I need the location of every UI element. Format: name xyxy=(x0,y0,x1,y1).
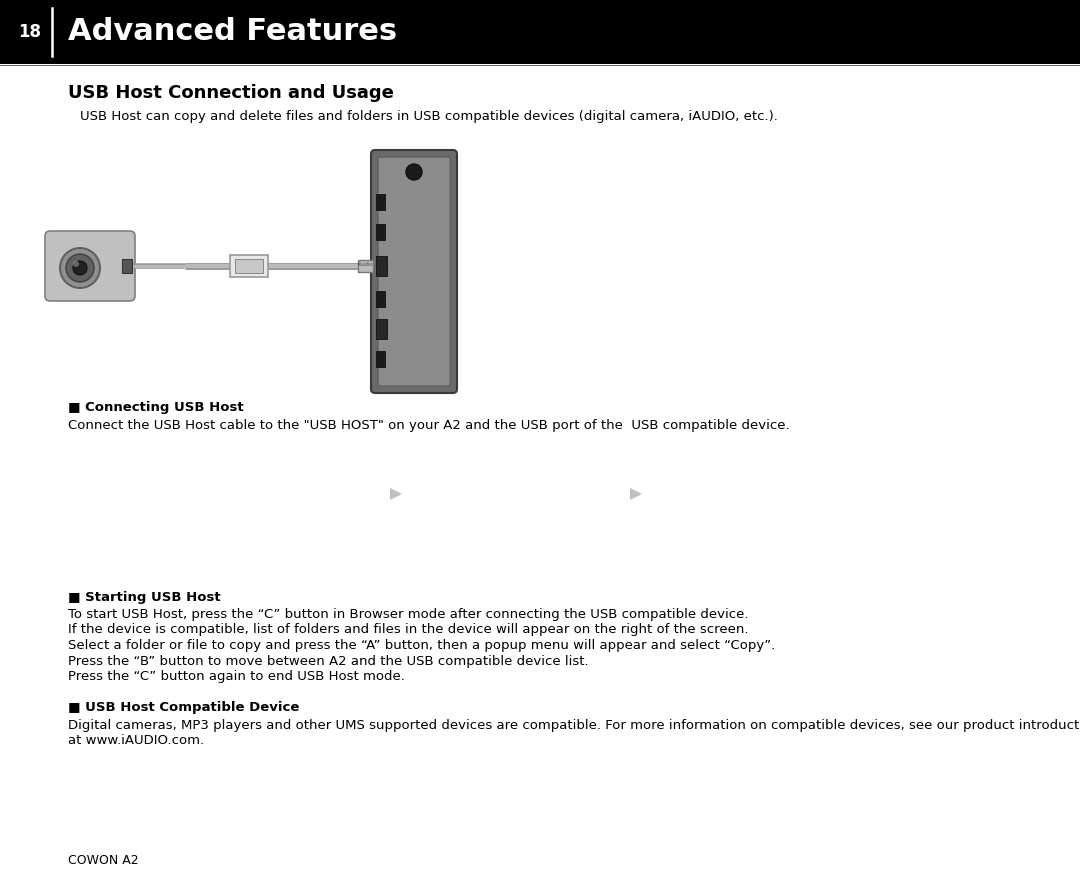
FancyBboxPatch shape xyxy=(378,157,450,386)
Circle shape xyxy=(73,261,79,267)
Bar xyxy=(376,194,384,210)
FancyBboxPatch shape xyxy=(372,150,457,393)
FancyBboxPatch shape xyxy=(45,231,135,301)
Circle shape xyxy=(66,254,94,282)
Bar xyxy=(357,260,373,272)
Text: Press the “C” button again to end USB Host mode.: Press the “C” button again to end USB Ho… xyxy=(68,670,405,683)
Text: USB Host can copy and delete files and folders in USB compatible devices (digita: USB Host can copy and delete files and f… xyxy=(80,110,778,123)
Text: Connect the USB Host cable to the "USB HOST" on your A2 and the USB port of the : Connect the USB Host cable to the "USB H… xyxy=(68,419,789,432)
Text: ■ Starting USB Host: ■ Starting USB Host xyxy=(68,591,220,604)
Text: Press the “B” button to move between A2 and the USB compatible device list.: Press the “B” button to move between A2 … xyxy=(68,654,589,668)
Bar xyxy=(235,259,264,273)
Text: COWON A2: COWON A2 xyxy=(68,854,138,867)
Bar xyxy=(376,291,384,307)
Text: at www.iAUDIO.com.: at www.iAUDIO.com. xyxy=(68,733,204,747)
Polygon shape xyxy=(630,488,642,500)
Text: ■ USB Host Compatible Device: ■ USB Host Compatible Device xyxy=(68,701,299,715)
Polygon shape xyxy=(390,488,402,500)
Bar xyxy=(376,224,384,240)
Text: To start USB Host, press the “C” button in Browser mode after connecting the USB: To start USB Host, press the “C” button … xyxy=(68,608,748,621)
Text: USB Host Connection and Usage: USB Host Connection and Usage xyxy=(68,84,394,102)
Text: iAudio: iAudio xyxy=(357,262,374,268)
Bar xyxy=(376,319,387,339)
Bar xyxy=(376,256,387,276)
Text: 18: 18 xyxy=(18,23,41,41)
Circle shape xyxy=(60,248,100,288)
Text: Digital cameras, MP3 players and other UMS supported devices are compatible. For: Digital cameras, MP3 players and other U… xyxy=(68,718,1080,732)
Text: Select a folder or file to copy and press the “A” button, then a popup menu will: Select a folder or file to copy and pres… xyxy=(68,639,775,652)
Bar xyxy=(122,259,132,273)
Circle shape xyxy=(73,261,87,275)
Circle shape xyxy=(406,164,422,180)
Text: Advanced Features: Advanced Features xyxy=(68,18,397,46)
Text: If the device is compatible, list of folders and files in the device will appear: If the device is compatible, list of fol… xyxy=(68,623,748,637)
Bar xyxy=(230,255,268,277)
Bar xyxy=(0,0,1080,64)
Text: ■ Connecting USB Host: ■ Connecting USB Host xyxy=(68,401,244,414)
Bar xyxy=(376,351,384,367)
